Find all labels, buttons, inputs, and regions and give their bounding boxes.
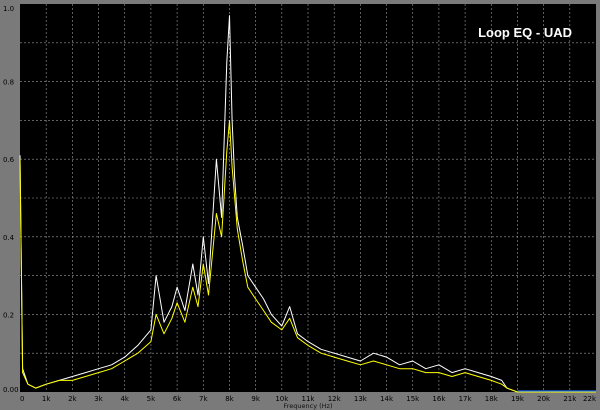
x-tick-label: 8k <box>225 395 234 403</box>
x-tick-label: 15k <box>406 395 420 403</box>
x-tick-label: 11k <box>302 395 316 403</box>
x-tick-labels: 0 1k 2k 3k 4k 5k 6k 7k 8k 9k 10k 11k 12k 13k 14k 15k 16k… <box>20 395 597 403</box>
y-tick-label: 0.00 <box>3 386 19 394</box>
x-tick-label: 16k <box>432 395 446 403</box>
x-tick-label: 14k <box>380 395 394 403</box>
grid-lines <box>20 4 596 392</box>
x-tick-label: 5k <box>147 395 156 403</box>
x-tick-label: 9k <box>251 395 260 403</box>
x-axis-label: Frequency (Hz) <box>283 402 332 410</box>
y-tick-labels: 0.00 0.2 0.4 0.6 0.8 1.0 <box>3 5 19 394</box>
x-tick-label: 12k <box>328 395 342 403</box>
y-tick-label: 0.4 <box>3 234 15 242</box>
x-tick-label: 0 <box>20 395 24 403</box>
y-tick-label: 1.0 <box>3 5 14 13</box>
x-tick-label: 20k <box>537 395 551 403</box>
x-tick-label: 17k <box>459 395 473 403</box>
x-tick-label: 6k <box>173 395 182 403</box>
y-tick-label: 0.2 <box>3 311 14 319</box>
x-tick-label: 21k <box>563 395 577 403</box>
x-tick-label: 7k <box>199 395 208 403</box>
x-tick-label: 18k <box>485 395 499 403</box>
x-tick-label: 3k <box>94 395 103 403</box>
chart-title: Loop EQ - UAD <box>478 25 572 40</box>
series-line-1 <box>19 119 596 393</box>
series-line-0 <box>19 15 596 393</box>
x-tick-label: 10k <box>275 395 289 403</box>
x-tick-label: 2k <box>68 395 77 403</box>
y-tick-label: 0.8 <box>3 79 14 87</box>
x-tick-label: 1k <box>42 395 51 403</box>
x-tick-label: 4k <box>120 395 129 403</box>
y-tick-label: 0.6 <box>3 156 15 164</box>
x-tick-label: 13k <box>354 395 368 403</box>
x-tick-label: 19k <box>511 395 525 403</box>
x-tick-label: 22k <box>583 395 597 403</box>
series-layer <box>19 15 596 393</box>
